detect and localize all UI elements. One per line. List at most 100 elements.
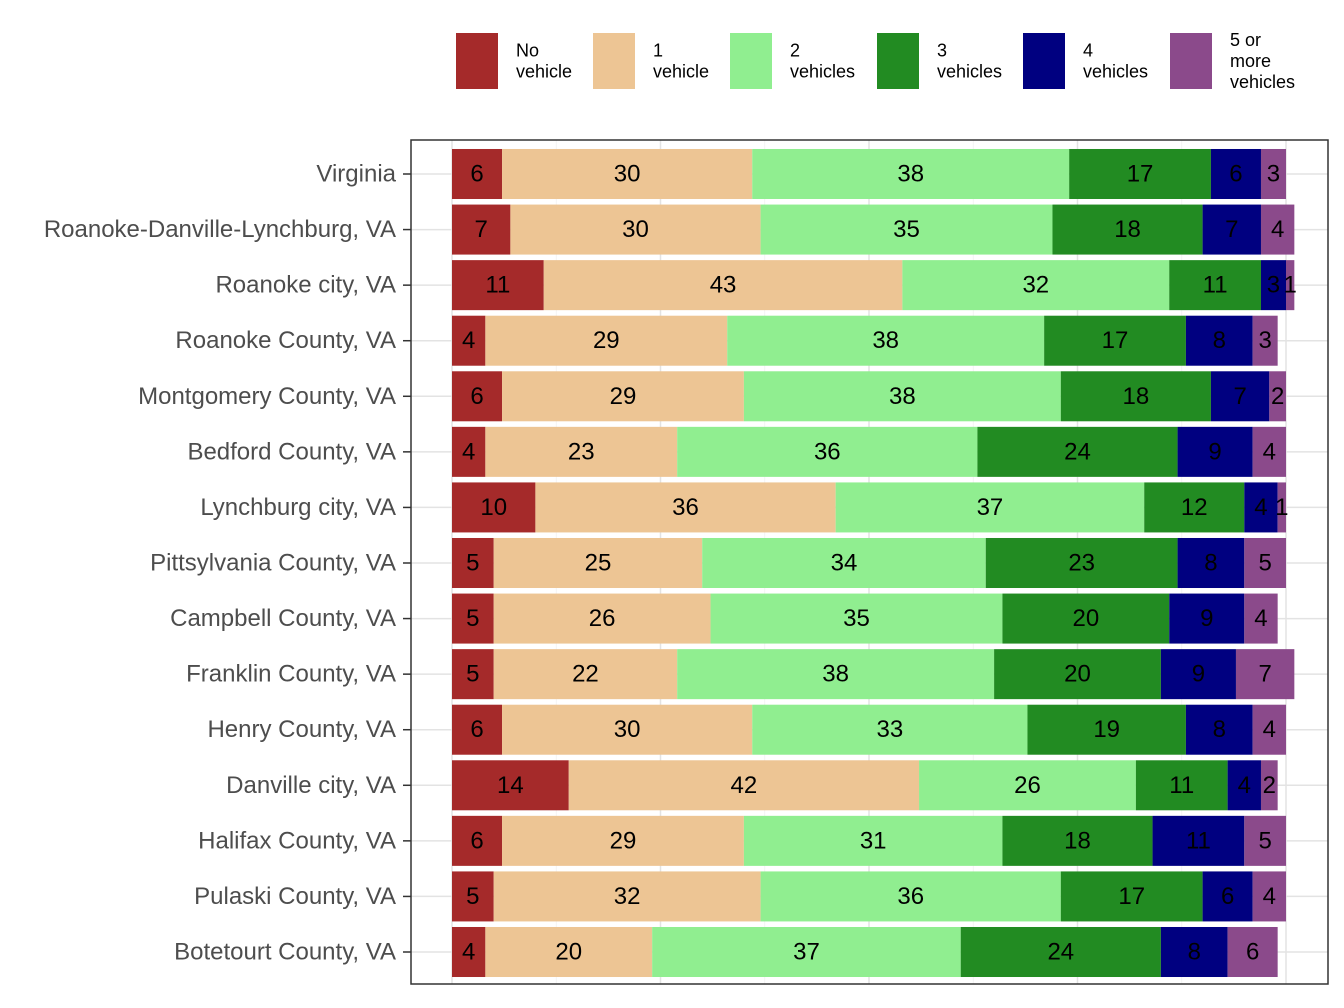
data-label: 2 — [1263, 772, 1276, 799]
data-label: 7 — [1225, 216, 1238, 243]
data-label: 4 — [462, 438, 475, 465]
bar-pittsylvania-county-va-1-vehicle — [493, 537, 703, 589]
data-label: 36 — [672, 494, 699, 521]
data-label: 26 — [1014, 772, 1041, 799]
data-label: 42 — [731, 772, 758, 799]
data-label: 8 — [1188, 939, 1201, 966]
data-label: 6 — [470, 383, 483, 410]
bar-halifax-county-va-5-or-more-vehicles — [1244, 815, 1286, 866]
y-tick-label: Campbell County, VA — [170, 605, 396, 632]
bar-montgomery-county-va-1-vehicle — [502, 371, 744, 422]
data-label: 4 — [1254, 494, 1267, 521]
legend-key-3-vehicles — [877, 33, 919, 89]
legend-key-5-or-more-vehicles — [1170, 33, 1212, 89]
bar-virginia-3-vehicles — [1069, 148, 1211, 200]
bar-bedford-county-va-4-vehicles — [1177, 426, 1253, 477]
bar-roanoke-city-va-3-vehicles — [1169, 260, 1261, 311]
data-label: 22 — [572, 661, 599, 688]
data-label: 20 — [1064, 661, 1091, 688]
data-label: 24 — [1064, 438, 1091, 465]
data-label: 10 — [480, 494, 507, 521]
bar-pittsylvania-county-va-2-vehicles — [702, 537, 986, 589]
bar-virginia-4-vehicles — [1210, 148, 1261, 200]
bar-danville-city-va-4-vehicles — [1227, 760, 1261, 811]
data-label: 18 — [1114, 216, 1141, 243]
data-label: 38 — [889, 383, 916, 410]
bar-roanoke-danville-lynchburg-va-2-vehicles — [760, 204, 1053, 255]
bar-danville-city-va-1-vehicle — [568, 760, 920, 811]
bar-bedford-county-va-5-or-more-vehicles — [1252, 426, 1286, 477]
bar-roanoke-danville-lynchburg-va-4-vehicles — [1202, 204, 1261, 255]
y-tick-label: Pulaski County, VA — [194, 883, 396, 910]
data-label: 6 — [1221, 883, 1234, 910]
data-label: 30 — [622, 216, 649, 243]
bar-campbell-county-va-5-or-more-vehicles — [1244, 593, 1278, 644]
y-tick-label: Roanoke County, VA — [175, 327, 396, 354]
legend-label-1-vehicle: 1 vehicle — [653, 41, 709, 82]
bar-henry-county-va-no-vehicle — [452, 704, 503, 755]
bar-pulaski-county-va-2-vehicles — [760, 871, 1061, 922]
data-label: 30 — [614, 161, 641, 188]
data-label: 12 — [1181, 494, 1208, 521]
data-label: 1 — [1275, 494, 1288, 521]
data-label: 36 — [897, 883, 924, 910]
bar-botetourt-county-va-4-vehicles — [1160, 926, 1228, 978]
bar-virginia-1-vehicle — [502, 148, 753, 200]
bar-pittsylvania-county-va-no-vehicle — [452, 537, 494, 589]
y-tick-label: Roanoke city, VA — [215, 272, 396, 299]
bar-botetourt-county-va-5-or-more-vehicles — [1227, 926, 1278, 978]
data-label: 5 — [466, 550, 479, 577]
data-label: 32 — [1022, 272, 1049, 299]
data-label: 6 — [470, 716, 483, 743]
data-label: 4 — [1263, 716, 1276, 743]
data-label: 8 — [1204, 550, 1217, 577]
value-labels: 6 30 38 17 6 37 30 35 18 7 411 43 32 11 3 14 29 38 17 8 36 29… — [462, 161, 1297, 966]
data-label: 9 — [1208, 438, 1221, 465]
bar-virginia-no-vehicle — [452, 148, 503, 200]
data-label: 31 — [860, 827, 887, 854]
data-label: 5 — [1258, 827, 1271, 854]
bar-roanoke-city-va-1-vehicle — [543, 260, 903, 311]
bar-roanoke-county-va-1-vehicle — [485, 315, 728, 366]
data-label: 14 — [497, 772, 524, 799]
bar-henry-county-va-5-or-more-vehicles — [1252, 704, 1286, 755]
bar-lynchburg-city-va-4-vehicles — [1244, 482, 1278, 533]
data-label: 24 — [1047, 939, 1074, 966]
data-label: 4 — [1238, 772, 1251, 799]
data-label: 34 — [831, 550, 858, 577]
data-label: 6 — [1229, 161, 1242, 188]
data-label: 32 — [614, 883, 641, 910]
data-label: 20 — [555, 939, 582, 966]
data-label: 7 — [475, 216, 488, 243]
data-label: 17 — [1118, 883, 1145, 910]
data-label: 33 — [876, 716, 903, 743]
bar-franklin-county-va-5-or-more-vehicles — [1235, 649, 1295, 700]
bar-franklin-county-va-4-vehicles — [1160, 649, 1236, 700]
bar-pittsylvania-county-va-3-vehicles — [985, 537, 1178, 589]
bar-roanoke-city-va-no-vehicle — [452, 260, 544, 311]
bar-pulaski-county-va-5-or-more-vehicles — [1252, 871, 1286, 922]
bar-bedford-county-va-2-vehicles — [677, 426, 978, 477]
data-label: 7 — [1258, 661, 1271, 688]
y-tick-label: Halifax County, VA — [198, 827, 396, 854]
data-label: 29 — [610, 383, 637, 410]
data-label: 3 — [1258, 327, 1271, 354]
bar-halifax-county-va-1-vehicle — [502, 815, 744, 866]
bar-campbell-county-va-2-vehicles — [710, 593, 1003, 644]
bar-henry-county-va-2-vehicles — [752, 704, 1028, 755]
data-label: 8 — [1213, 327, 1226, 354]
data-label: 4 — [462, 939, 475, 966]
data-label: 5 — [1258, 550, 1271, 577]
data-label: 11 — [1203, 272, 1228, 299]
bar-franklin-county-va-no-vehicle — [452, 649, 494, 700]
bar-bedford-county-va-no-vehicle — [452, 426, 486, 477]
bar-montgomery-county-va-no-vehicle — [452, 371, 503, 422]
data-label: 38 — [822, 661, 849, 688]
data-label: 25 — [585, 550, 612, 577]
data-label: 5 — [466, 661, 479, 688]
data-label: 30 — [614, 716, 641, 743]
bar-virginia-5-or-more-vehicles — [1260, 148, 1286, 200]
bar-roanoke-county-va-4-vehicles — [1185, 315, 1253, 366]
y-tick-label: Botetourt County, VA — [174, 939, 396, 966]
data-label: 4 — [462, 327, 475, 354]
